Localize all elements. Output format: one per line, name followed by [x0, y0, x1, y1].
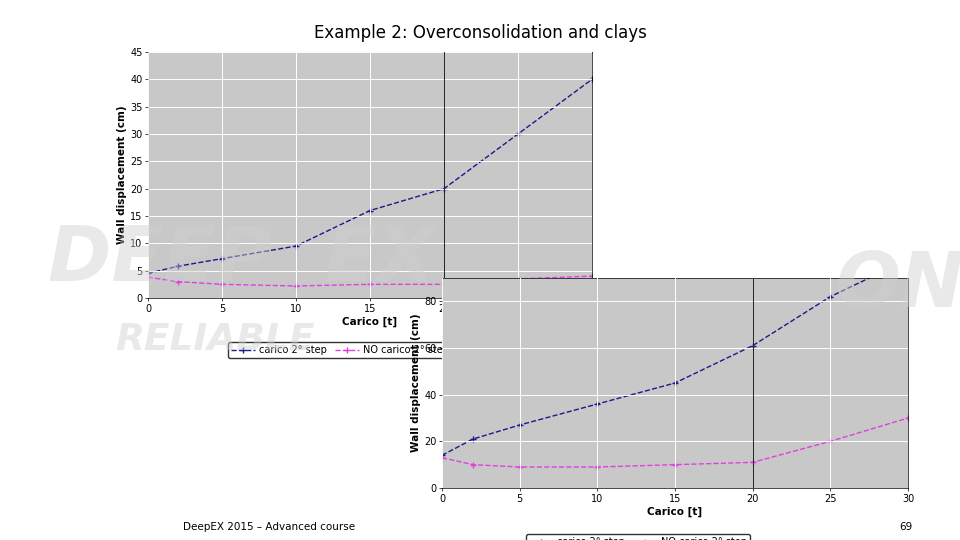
Line: NO carico 2° step: NO carico 2° step — [145, 273, 595, 289]
X-axis label: Carico [t]: Carico [t] — [343, 316, 397, 327]
carico 2° step — [290, 243, 301, 249]
NO carico 2° step — [172, 278, 183, 285]
carico 2° step — [513, 131, 524, 137]
Text: Example 2: Overconsolidation and clays: Example 2: Overconsolidation and clays — [314, 24, 646, 42]
NO carico 2° step — [902, 415, 914, 421]
NO carico 2° step — [514, 464, 525, 470]
carico 2° step — [364, 207, 375, 214]
Y-axis label: Wall displacement (cm): Wall displacement (cm) — [411, 314, 421, 453]
carico 2° step — [468, 436, 479, 442]
Y-axis label: Wall displacement (cm): Wall displacement (cm) — [117, 106, 127, 244]
NO carico 2° step — [747, 459, 758, 465]
NO carico 2° step — [438, 281, 449, 288]
carico 2° step — [216, 255, 228, 262]
NO carico 2° step — [142, 274, 154, 280]
NO carico 2° step — [216, 281, 228, 288]
NO carico 2° step — [436, 455, 447, 461]
carico 2° step — [172, 263, 183, 269]
Line: carico 2° step: carico 2° step — [439, 256, 911, 459]
Legend: carico 2° step, NO carico 2° step: carico 2° step, NO carico 2° step — [526, 534, 750, 540]
carico 2° step — [142, 270, 154, 276]
Legend: carico 2° step, NO carico 2° step: carico 2° step, NO carico 2° step — [228, 342, 452, 358]
Line: carico 2° step: carico 2° step — [145, 76, 595, 277]
NO carico 2° step — [364, 281, 375, 288]
X-axis label: Carico [t]: Carico [t] — [647, 507, 703, 517]
NO carico 2° step — [825, 438, 836, 444]
NO carico 2° step — [591, 464, 603, 470]
NO carico 2° step — [468, 461, 479, 468]
Line: NO carico 2° step: NO carico 2° step — [439, 415, 911, 470]
NO carico 2° step — [290, 283, 301, 289]
carico 2° step — [438, 185, 449, 192]
NO carico 2° step — [669, 461, 681, 468]
carico 2° step — [591, 401, 603, 407]
carico 2° step — [514, 422, 525, 428]
Text: ON: ON — [835, 249, 960, 323]
Text: DeepEX 2015 – Advanced course: DeepEX 2015 – Advanced course — [182, 522, 355, 532]
carico 2° step — [669, 380, 681, 386]
Text: DEEP  EX: DEEP EX — [48, 222, 436, 296]
Text: 69: 69 — [899, 522, 912, 532]
NO carico 2° step — [587, 273, 598, 279]
carico 2° step — [747, 342, 758, 349]
NO carico 2° step — [513, 275, 524, 282]
carico 2° step — [825, 293, 836, 300]
carico 2° step — [587, 76, 598, 83]
Text: RELIABLE: RELIABLE — [115, 322, 315, 358]
carico 2° step — [902, 256, 914, 262]
carico 2° step — [436, 452, 447, 458]
